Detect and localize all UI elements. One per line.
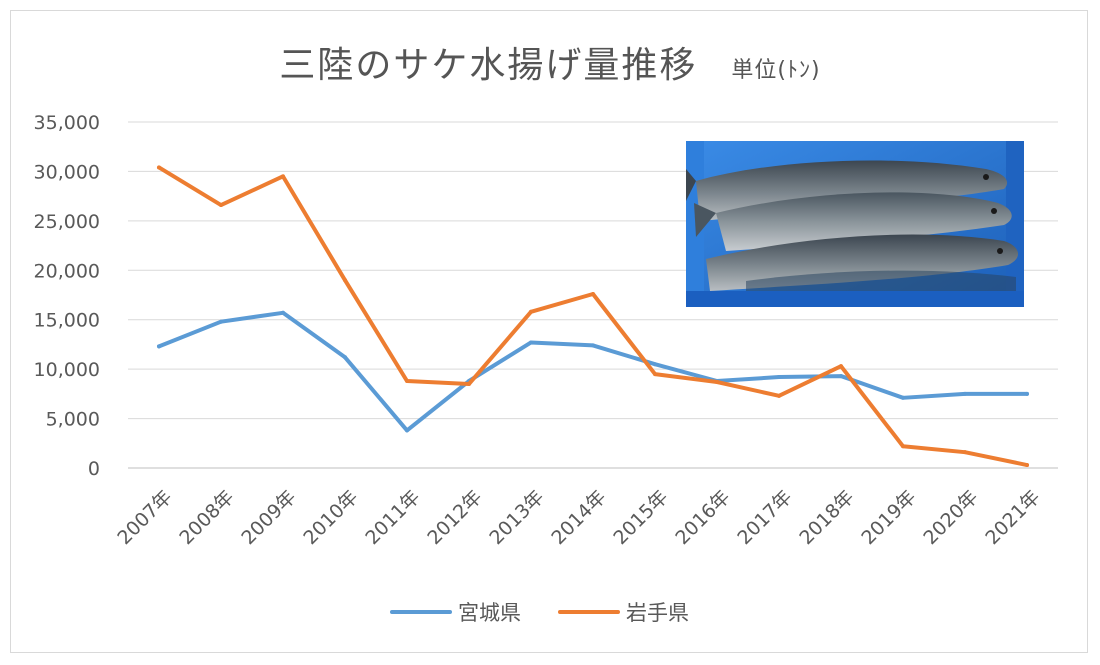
x-tick-label: 2007年 xyxy=(113,486,176,549)
x-tick-label: 2015年 xyxy=(609,486,672,549)
data-point xyxy=(157,165,161,170)
chart-title: 三陸のサケ水揚げ量推移 xyxy=(279,45,698,86)
data-point xyxy=(219,203,223,208)
data-point xyxy=(1025,391,1029,396)
chart-frame xyxy=(10,10,1088,653)
data-point xyxy=(653,362,657,367)
data-point xyxy=(653,372,657,377)
y-tick-label: 5,000 xyxy=(46,409,100,431)
salmon-photo xyxy=(686,141,1024,307)
x-tick-label: 2008年 xyxy=(175,486,238,549)
y-tick-label: 15,000 xyxy=(34,310,100,332)
x-tick-label: 2014年 xyxy=(547,486,610,549)
x-tick-label: 2012年 xyxy=(423,486,486,549)
data-point xyxy=(343,355,347,360)
data-point xyxy=(1025,463,1029,468)
data-point xyxy=(901,444,905,449)
salmon-image xyxy=(686,141,1024,307)
data-point xyxy=(343,278,347,283)
y-tick-label: 10,000 xyxy=(34,359,100,381)
legend-label: 岩手県 xyxy=(626,601,689,625)
x-tick-label: 2018年 xyxy=(795,486,858,549)
data-point xyxy=(839,364,843,369)
y-tick-label: 30,000 xyxy=(34,161,100,183)
data-point xyxy=(219,319,223,324)
data-point xyxy=(529,309,533,314)
y-tick-label: 35,000 xyxy=(34,112,100,134)
x-tick-label: 2016年 xyxy=(671,486,734,549)
y-tick-label: 20,000 xyxy=(34,260,100,282)
x-tick-label: 2017年 xyxy=(733,486,796,549)
data-point xyxy=(529,340,533,345)
unit-label: 単位(ﾄﾝ) xyxy=(731,58,821,83)
data-point xyxy=(715,379,719,384)
data-point xyxy=(591,343,595,348)
data-point xyxy=(777,375,781,380)
y-tick-label: 0 xyxy=(88,458,100,480)
data-point xyxy=(839,374,843,379)
x-tick-label: 2010年 xyxy=(299,486,362,549)
x-tick-label: 2009年 xyxy=(237,486,300,549)
data-point xyxy=(157,344,161,349)
data-point xyxy=(405,379,409,384)
data-point xyxy=(963,450,967,455)
chart-title-row: 三陸のサケ水揚げ量推移 単位(ﾄﾝ) xyxy=(0,36,1100,88)
data-point xyxy=(777,393,781,398)
legend-label: 宮城県 xyxy=(458,601,521,625)
x-tick-label: 2013年 xyxy=(485,486,548,549)
y-tick-label: 25,000 xyxy=(34,211,100,233)
x-tick-label: 2020年 xyxy=(919,486,982,549)
data-point xyxy=(591,292,595,297)
x-tick-label: 2011年 xyxy=(361,486,424,549)
x-tick-label: 2021年 xyxy=(981,486,1044,549)
data-point xyxy=(467,381,471,386)
data-point xyxy=(901,395,905,400)
data-point xyxy=(405,428,409,433)
data-point xyxy=(963,391,967,396)
data-point xyxy=(281,174,285,179)
series-line-1 xyxy=(157,310,1029,433)
x-tick-label: 2019年 xyxy=(857,486,920,549)
data-point xyxy=(281,310,285,315)
